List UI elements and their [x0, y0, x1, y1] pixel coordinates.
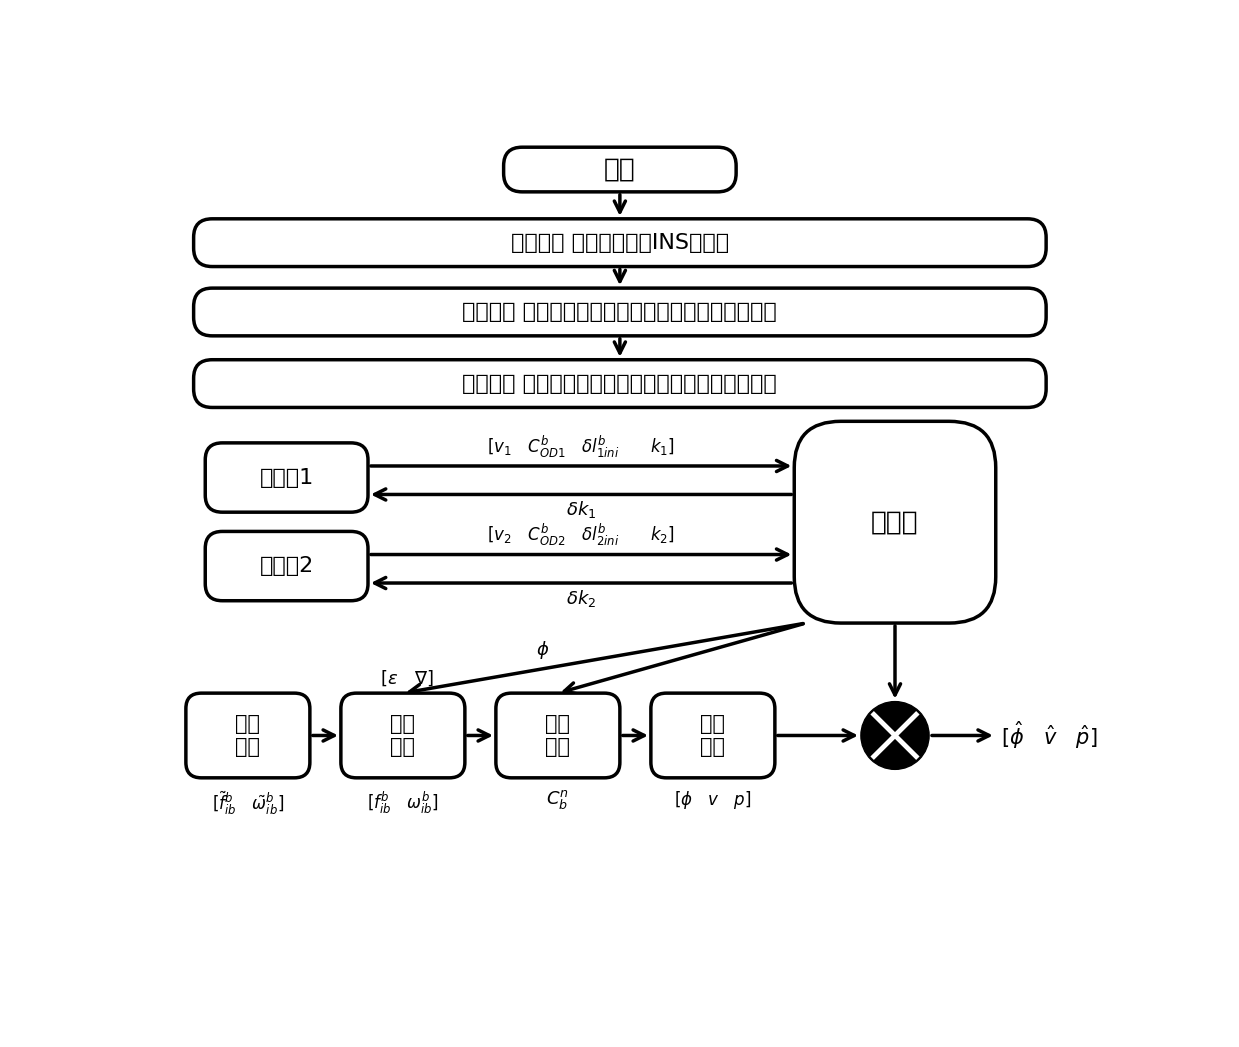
Text: 步骤一： 车辆静止进行INS初始化: 步骤一： 车辆静止进行INS初始化 [510, 232, 729, 252]
FancyBboxPatch shape [794, 421, 996, 623]
Text: $[v_1 \quad C_{OD1}^b \quad \delta l_{1ini}^b \qquad k_1]$: $[v_1 \quad C_{OD1}^b \quad \delta l_{1i… [487, 433, 675, 460]
Circle shape [861, 701, 929, 770]
FancyBboxPatch shape [193, 288, 1046, 336]
Text: 器件
补偶: 器件 补偶 [390, 714, 415, 757]
Text: 导航
解算: 导航 解算 [700, 714, 725, 757]
Text: 步骤二： 安装角，杆臂，和里程计刻度系数测量标定: 步骤二： 安装角，杆臂，和里程计刻度系数测量标定 [462, 302, 777, 322]
Text: 数据
接收: 数据 接收 [235, 714, 260, 757]
Text: $[v_2 \quad C_{OD2}^b \quad \delta l_{2ini}^b \qquad k_2]$: $[v_2 \quad C_{OD2}^b \quad \delta l_{2i… [487, 522, 675, 549]
Text: $[\varepsilon \quad \nabla]$: $[\varepsilon \quad \nabla]$ [380, 668, 434, 688]
FancyBboxPatch shape [341, 693, 465, 778]
Text: $[\phi \quad v \quad p]$: $[\phi \quad v \quad p]$ [674, 789, 752, 811]
FancyBboxPatch shape [193, 219, 1046, 267]
Text: $\phi$: $\phi$ [535, 639, 549, 661]
FancyBboxPatch shape [496, 693, 620, 778]
Text: 开始: 开始 [603, 157, 636, 182]
Text: $[f_{ib}^b \quad \omega_{ib}^b]$: $[f_{ib}^b \quad \omega_{ib}^b]$ [367, 789, 439, 816]
FancyBboxPatch shape [503, 148, 736, 192]
Text: $[\hat{\phi} \quad \hat{v} \quad \hat{p}]$: $[\hat{\phi} \quad \hat{v} \quad \hat{p}… [1001, 719, 1098, 752]
Text: 里程计1: 里程计1 [259, 468, 313, 488]
FancyBboxPatch shape [206, 532, 368, 601]
Text: $\delta k_1$: $\delta k_1$ [566, 499, 596, 520]
FancyBboxPatch shape [186, 693, 310, 778]
Text: $\delta k_2$: $\delta k_2$ [566, 587, 596, 608]
Text: 步骤三： 里程计可用性判断：打滑、侧滑、跳跃与否: 步骤三： 里程计可用性判断：打滑、侧滑、跳跃与否 [462, 374, 777, 394]
Text: 里程计2: 里程计2 [259, 556, 313, 576]
FancyBboxPatch shape [206, 443, 368, 512]
Text: 姿态
计算: 姿态 计算 [545, 714, 570, 757]
Text: $[\tilde{f}_{ib}^b \quad \tilde{\omega}_{ib}^b]$: $[\tilde{f}_{ib}^b \quad \tilde{\omega}_… [212, 789, 284, 817]
Text: 滤波器: 滤波器 [871, 509, 919, 535]
Text: $C_b^n$: $C_b^n$ [546, 789, 570, 812]
FancyBboxPatch shape [650, 693, 774, 778]
FancyBboxPatch shape [193, 360, 1046, 407]
